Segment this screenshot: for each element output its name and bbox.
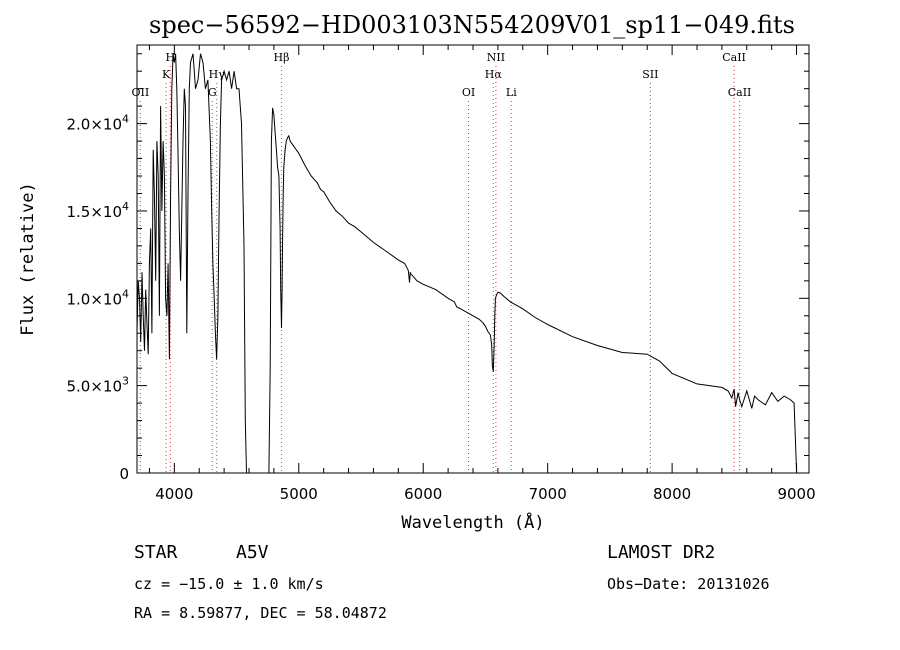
spectral-line-label: Li bbox=[506, 86, 517, 99]
spectral-line-label: Hα bbox=[485, 68, 503, 81]
x-tick-label: 6000 bbox=[404, 485, 442, 503]
y-tick-label: 5.0×103 bbox=[66, 375, 129, 396]
spectral-line-label: K bbox=[162, 68, 171, 81]
plot-frame bbox=[136, 44, 810, 474]
spectral-subclass: A5V bbox=[236, 542, 269, 563]
axis-ticks: 4000 5000 6000 7000 8000 9000 0 5.0×103 1.0×104 1… bbox=[66, 45, 816, 503]
spectral-line-label: G bbox=[208, 86, 217, 99]
y-tick-label: 0 bbox=[119, 465, 129, 483]
spectral-line-label: OII bbox=[132, 86, 150, 99]
spectral-line-label: Hγ bbox=[209, 68, 226, 81]
object-class: STAR bbox=[134, 542, 178, 563]
y-tick-label: 1.0×104 bbox=[66, 287, 129, 308]
spectral-line-label: OI bbox=[462, 86, 475, 99]
spectral-line-label: CaII bbox=[722, 51, 746, 64]
y-axis-label: Flux (relative) bbox=[18, 182, 38, 336]
spectrum-line bbox=[136, 53, 798, 474]
spectral-line-markers: OII KH G Hγ Hβ OI Hα NII Li SII CaII CaII bbox=[132, 51, 752, 473]
x-tick-label: 5000 bbox=[280, 485, 318, 503]
observation-date: Obs−Date: 20131026 bbox=[607, 575, 770, 593]
spectral-line-label: H bbox=[166, 51, 176, 64]
y-tick-label: 1.5×104 bbox=[66, 200, 129, 221]
x-tick-label: 8000 bbox=[653, 485, 691, 503]
spectral-line-label: Hβ bbox=[274, 51, 290, 64]
spectral-line-label: CaII bbox=[728, 86, 752, 99]
x-tick-label: 9000 bbox=[777, 485, 815, 503]
spectral-line-label: NII bbox=[487, 51, 505, 64]
redshift-velocity: cz = −15.0 ± 1.0 km/s bbox=[134, 575, 324, 593]
x-tick-label: 7000 bbox=[529, 485, 567, 503]
sky-coordinates: RA = 8.59877, DEC = 58.04872 bbox=[134, 604, 387, 622]
x-axis-label: Wavelength (Å) bbox=[401, 511, 544, 533]
chart-title: spec−56592−HD003103N554209V01_sp11−049.f… bbox=[149, 11, 795, 39]
spectral-line-label: SII bbox=[642, 68, 658, 81]
y-tick-label: 2.0×104 bbox=[66, 113, 129, 134]
survey-name: LAMOST DR2 bbox=[607, 542, 716, 563]
x-tick-label: 4000 bbox=[155, 485, 193, 503]
